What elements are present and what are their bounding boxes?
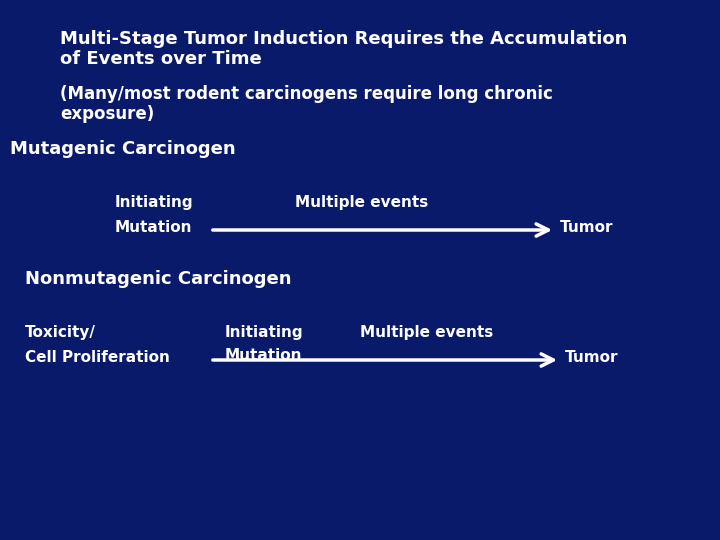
Text: Cell Proliferation: Cell Proliferation [25,350,170,365]
Text: Multiple events: Multiple events [360,325,493,340]
Text: Initiating: Initiating [115,195,194,210]
Text: of Events over Time: of Events over Time [60,50,262,68]
Text: Toxicity/: Toxicity/ [25,325,96,340]
Text: Mutation: Mutation [225,348,302,363]
Text: Tumor: Tumor [565,350,618,365]
Text: Mutation: Mutation [115,220,192,235]
Text: Tumor: Tumor [560,220,613,235]
Text: Mutagenic Carcinogen: Mutagenic Carcinogen [10,140,235,158]
Text: Initiating: Initiating [225,325,304,340]
Text: exposure): exposure) [60,105,154,123]
Text: Multiple events: Multiple events [295,195,428,210]
Text: Multi-Stage Tumor Induction Requires the Accumulation: Multi-Stage Tumor Induction Requires the… [60,30,627,48]
Text: Nonmutagenic Carcinogen: Nonmutagenic Carcinogen [25,270,292,288]
Text: (Many/most rodent carcinogens require long chronic: (Many/most rodent carcinogens require lo… [60,85,553,103]
